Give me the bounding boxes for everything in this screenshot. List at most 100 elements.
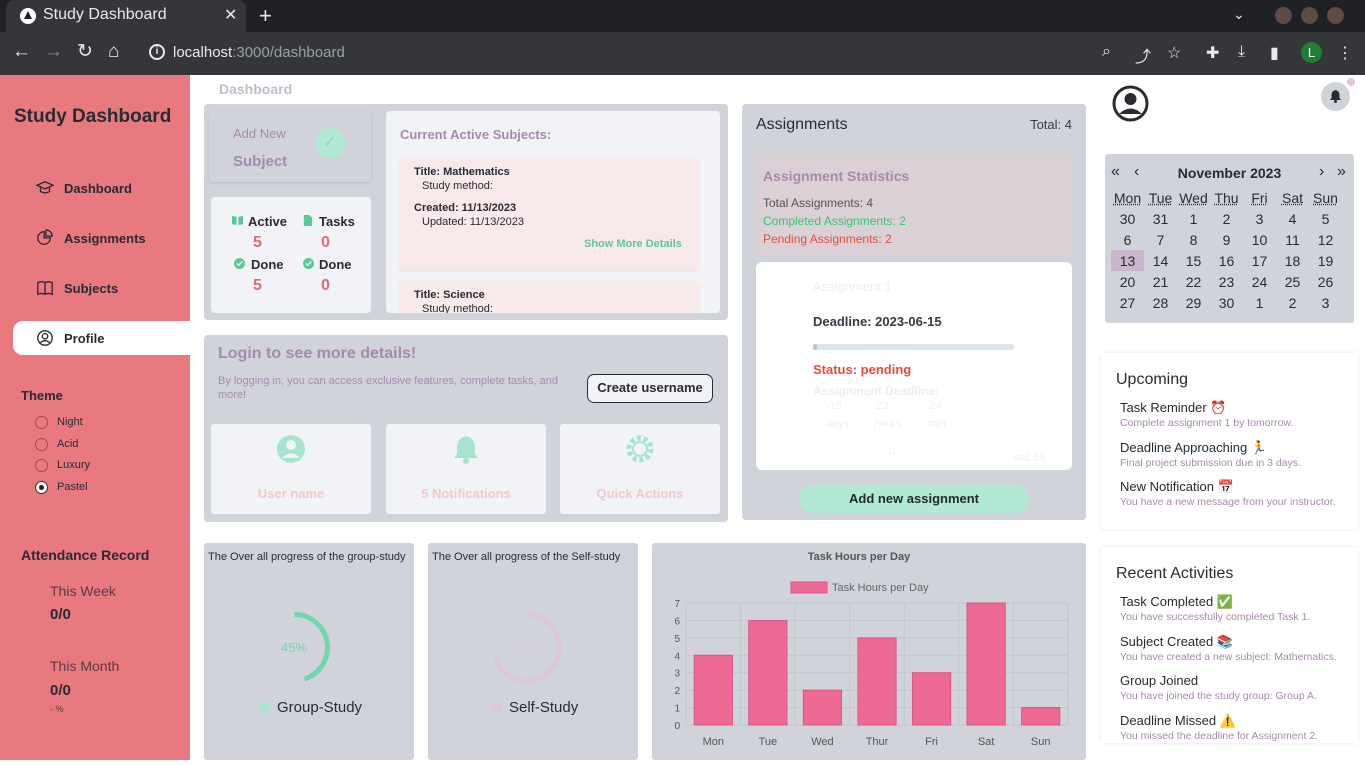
calendar-day[interactable]: 18 bbox=[1284, 252, 1301, 269]
recent-item-desc: You have joined the study group: Group A… bbox=[1120, 690, 1317, 702]
bookmark-star-icon[interactable]: ☆ bbox=[1167, 45, 1182, 62]
calendar-day[interactable]: 10 bbox=[1251, 231, 1268, 248]
calendar-day[interactable]: 29 bbox=[1185, 294, 1202, 311]
calendar-day[interactable]: 12 bbox=[1317, 231, 1334, 248]
profile-avatar[interactable]: L bbox=[1301, 42, 1322, 63]
minimize-button[interactable] bbox=[1275, 7, 1292, 24]
file-icon bbox=[303, 215, 313, 226]
calendar-day[interactable]: 23 bbox=[1218, 273, 1235, 290]
add-subject-card[interactable]: Add New Subject ✓ bbox=[209, 112, 371, 182]
nav-item-dashboard[interactable]: Dashboard bbox=[13, 171, 190, 205]
calendar-day[interactable]: 17 bbox=[1251, 252, 1268, 269]
calendar-day[interactable]: 28 bbox=[1152, 294, 1169, 311]
calendar-day[interactable]: 24 bbox=[1251, 273, 1268, 290]
calendar-day[interactable]: 8 bbox=[1189, 231, 1198, 248]
close-window-button[interactable] bbox=[1327, 7, 1344, 24]
assignment-card[interactable]: Assignment 1 Deadline: 2023-06-15 Status… bbox=[756, 262, 1072, 470]
subject-item: Title: Science Study method: bbox=[400, 281, 699, 313]
upcoming-item-title[interactable]: Deadline Approaching 🏃 bbox=[1120, 440, 1268, 455]
notification-button[interactable] bbox=[1321, 76, 1357, 111]
next-year-button[interactable]: » bbox=[1337, 163, 1346, 180]
nav-item-subjects[interactable]: Subjects bbox=[13, 271, 190, 305]
site-info-icon[interactable]: i bbox=[149, 44, 165, 60]
calendar-day[interactable]: 13 bbox=[1111, 250, 1144, 271]
side-panel-icon[interactable]: ▮ bbox=[1270, 45, 1279, 62]
next-month-button[interactable]: › bbox=[1319, 163, 1325, 180]
calendar-day[interactable]: 4 bbox=[1288, 210, 1297, 227]
theme-radio-luxury[interactable] bbox=[35, 459, 48, 472]
calendar-month-label[interactable]: November 2023 bbox=[1177, 165, 1282, 181]
forward-icon[interactable]: → bbox=[44, 41, 63, 62]
calendar-day[interactable]: 9 bbox=[1222, 231, 1231, 248]
chart-bar bbox=[693, 654, 733, 726]
calendar-day[interactable]: 15 bbox=[1185, 252, 1202, 269]
recent-item-title[interactable]: Subject Created 📚 bbox=[1120, 634, 1234, 649]
prev-year-button[interactable]: « bbox=[1111, 163, 1120, 180]
calendar-day[interactable]: 3 bbox=[1321, 294, 1330, 311]
user-name-card[interactable]: User name bbox=[211, 424, 371, 514]
tab-close-icon[interactable]: ✕ bbox=[224, 7, 238, 24]
recent-item-title[interactable]: Task Completed ✅ bbox=[1120, 594, 1234, 609]
chart-y-tick: 0 bbox=[674, 721, 680, 732]
chart-title: Task Hours per Day bbox=[808, 551, 911, 563]
home-icon[interactable]: ⌂ bbox=[108, 41, 120, 62]
nav-item-assignments[interactable]: Assignments bbox=[13, 221, 190, 255]
zoom-icon[interactable]: ⌕ bbox=[1102, 43, 1111, 60]
extensions-icon[interactable]: ✚ bbox=[1206, 45, 1220, 62]
browser-toolbar: ← → ↻ ⌂ i localhost:3000/dashboard ⌕ ⤴ ☆… bbox=[0, 32, 1365, 75]
new-tab-icon[interactable]: + bbox=[259, 3, 272, 28]
add-assignment-button[interactable]: Add new assignment bbox=[799, 485, 1029, 513]
calendar-day[interactable]: 1 bbox=[1189, 210, 1198, 227]
recent-item-title[interactable]: Deadline Missed ⚠️ bbox=[1120, 713, 1236, 728]
calendar-day[interactable]: 25 bbox=[1284, 273, 1301, 290]
calendar-day[interactable]: 20 bbox=[1119, 273, 1136, 290]
calendar-day[interactable]: 6 bbox=[1123, 231, 1132, 248]
upcoming-item-title[interactable]: Task Reminder ⏰ bbox=[1120, 400, 1227, 415]
calendar-day[interactable]: 30 bbox=[1119, 210, 1136, 227]
browser-tab[interactable]: Study Dashboard ✕ bbox=[6, 0, 246, 32]
reload-icon[interactable]: ↻ bbox=[77, 41, 93, 62]
maximize-button[interactable] bbox=[1301, 7, 1318, 24]
quick-actions-card[interactable]: Quick Actions bbox=[560, 424, 720, 514]
download-icon[interactable]: ⤓ bbox=[1238, 43, 1246, 60]
calendar-day[interactable]: 5 bbox=[1321, 210, 1330, 227]
calendar-day[interactable]: 2 bbox=[1288, 294, 1297, 311]
login-title: Login to see more details! bbox=[218, 345, 417, 362]
calendar-day[interactable]: 2 bbox=[1222, 210, 1231, 227]
recent-item-title[interactable]: Group Joined bbox=[1120, 673, 1199, 688]
upcoming-item-title[interactable]: New Notification 📅 bbox=[1120, 479, 1234, 494]
calendar-day[interactable]: 19 bbox=[1317, 252, 1334, 269]
chart-bar bbox=[802, 689, 843, 726]
calendar-day[interactable]: 30 bbox=[1218, 294, 1235, 311]
share-icon[interactable]: ⤴ bbox=[1135, 49, 1152, 66]
calendar-day[interactable]: 22 bbox=[1185, 273, 1202, 290]
calendar-day[interactable]: 3 bbox=[1255, 210, 1264, 227]
user-avatar-icon[interactable] bbox=[1112, 85, 1149, 122]
calendar-day[interactable]: 26 bbox=[1317, 273, 1334, 290]
calendar-day[interactable]: 1 bbox=[1255, 294, 1264, 311]
nav-label: Subjects bbox=[64, 281, 119, 296]
theme-radio-night[interactable] bbox=[35, 416, 48, 429]
recent-item-desc: You have created a new subject: Mathemat… bbox=[1120, 651, 1337, 663]
prev-month-button[interactable]: ‹ bbox=[1134, 163, 1140, 180]
add-subject-icon[interactable]: ✓ bbox=[315, 128, 345, 158]
calendar-day[interactable]: 27 bbox=[1119, 294, 1136, 311]
notifications-card[interactable]: 5 Notifications bbox=[386, 424, 546, 514]
theme-radio-pastel[interactable] bbox=[35, 481, 48, 494]
nav-item-profile[interactable]: Profile bbox=[13, 321, 190, 355]
create-username-button[interactable]: Create username bbox=[587, 374, 713, 403]
calendar-day[interactable]: 21 bbox=[1152, 273, 1169, 290]
calendar-day[interactable]: 31 bbox=[1152, 210, 1169, 227]
calendar-day[interactable]: 7 bbox=[1156, 231, 1165, 248]
back-icon[interactable]: ← bbox=[12, 41, 31, 62]
show-more-details-link[interactable]: Show More Details bbox=[584, 238, 682, 250]
calendar-day[interactable]: 14 bbox=[1152, 252, 1169, 269]
menu-kebab-icon[interactable]: ⋮ bbox=[1337, 45, 1353, 62]
calendar-day[interactable]: 11 bbox=[1285, 231, 1300, 248]
theme-radio-acid[interactable] bbox=[35, 438, 48, 451]
stat-done2-value: 0 bbox=[321, 277, 330, 294]
tab-search-chevron-icon[interactable]: ⌄ bbox=[1233, 6, 1245, 22]
calendar-day[interactable]: 16 bbox=[1218, 252, 1235, 269]
self-progress-ring bbox=[491, 612, 562, 683]
address-bar[interactable]: localhost:3000/dashboard bbox=[173, 44, 345, 61]
